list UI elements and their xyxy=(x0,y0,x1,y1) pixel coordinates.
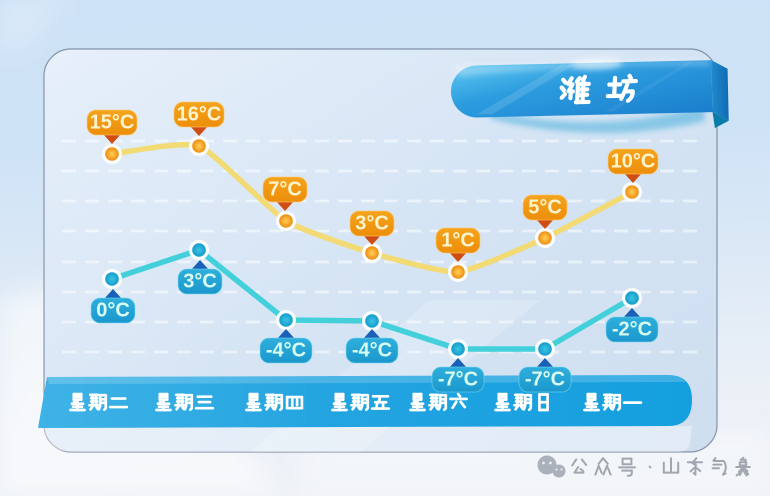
svg-text:0°C: 0°C xyxy=(96,300,130,322)
svg-text:5°C: 5°C xyxy=(528,197,562,219)
svg-text:3°C: 3°C xyxy=(355,213,389,235)
svg-text:-7°C: -7°C xyxy=(438,369,478,391)
svg-text:-4°C: -4°C xyxy=(352,340,392,362)
svg-text:-4°C: -4°C xyxy=(266,340,306,362)
svg-text:16°C: 16°C xyxy=(177,104,222,126)
svg-text:10°C: 10°C xyxy=(611,151,656,173)
svg-text:-2°C: -2°C xyxy=(612,319,652,341)
svg-text:1°C: 1°C xyxy=(441,230,475,252)
svg-text:7°C: 7°C xyxy=(268,179,302,201)
svg-text:15°C: 15°C xyxy=(90,112,135,134)
svg-text:3°C: 3°C xyxy=(183,271,217,293)
svg-text:-7°C: -7°C xyxy=(525,369,565,391)
